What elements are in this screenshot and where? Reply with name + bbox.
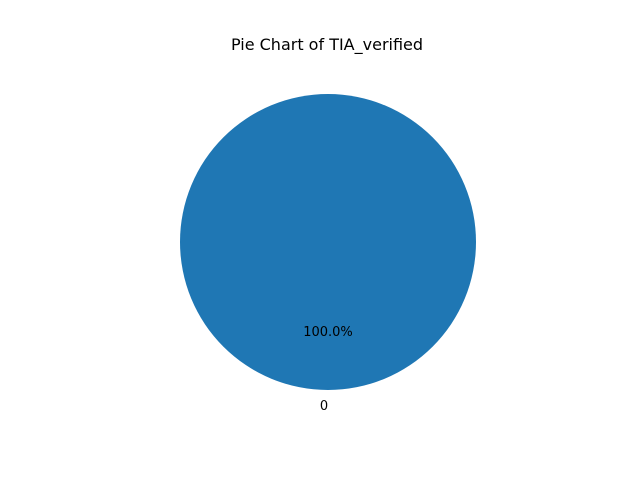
pie-percent-label: 100.0% bbox=[303, 325, 353, 340]
pie-slices bbox=[180, 94, 476, 390]
chart-title: Pie Chart of TIA_verified bbox=[231, 35, 423, 55]
pie-labels: 100.0% 0 bbox=[303, 325, 353, 414]
pie-category-label: 0 bbox=[320, 399, 328, 414]
pie-slice-0 bbox=[180, 94, 476, 390]
